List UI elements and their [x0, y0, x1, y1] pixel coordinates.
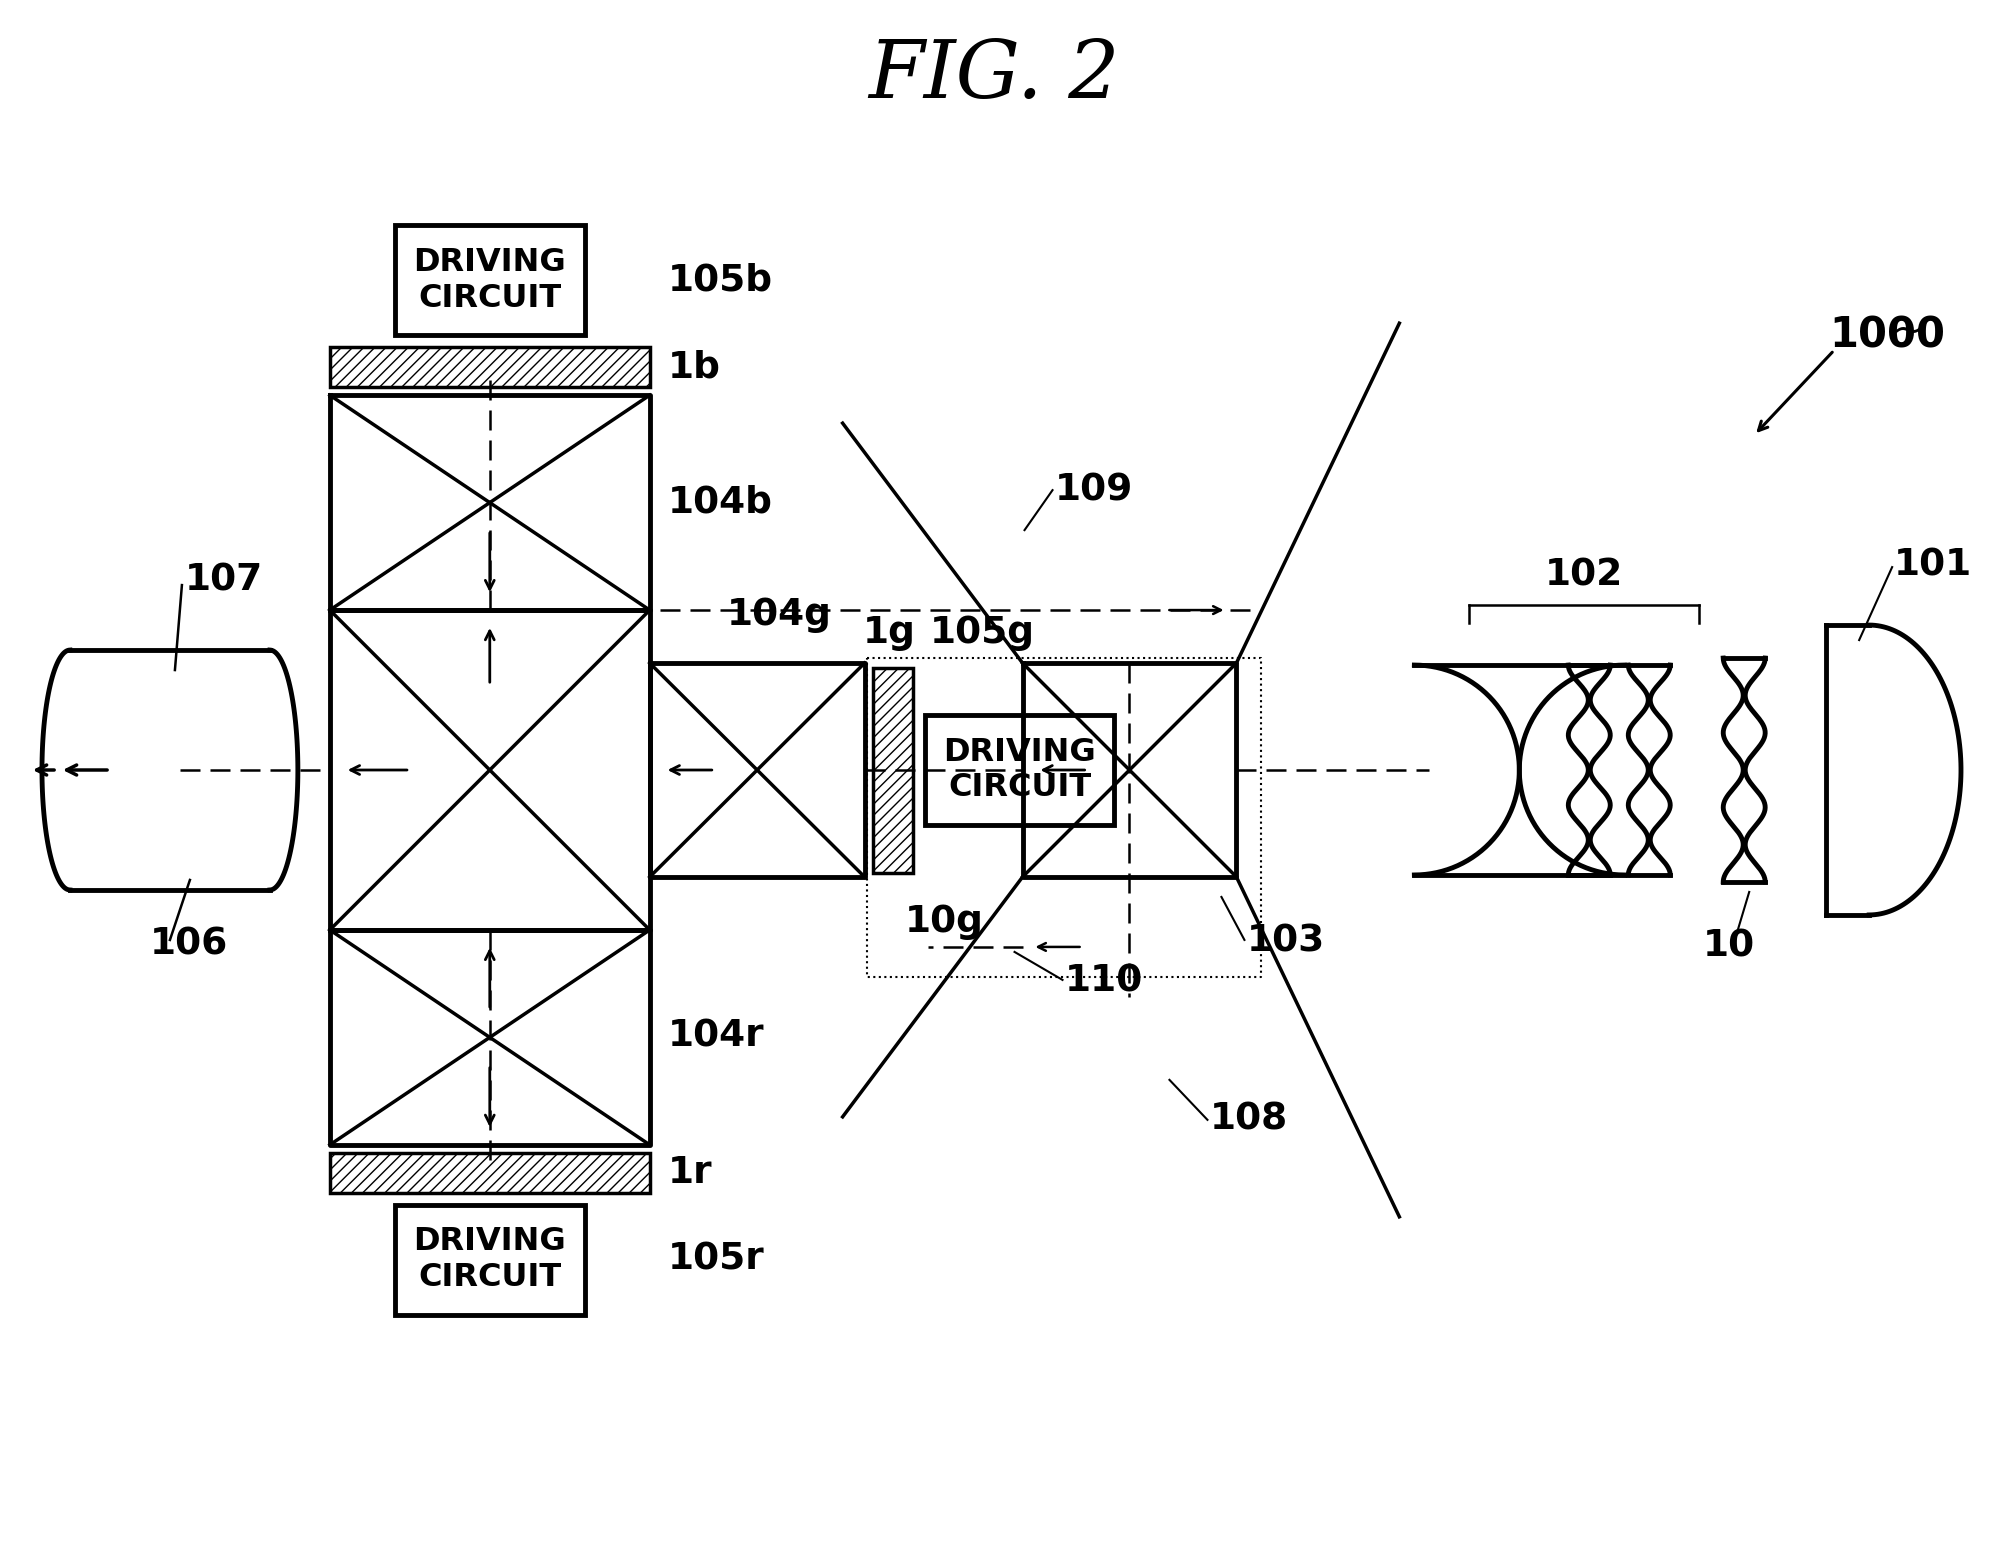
Bar [873, 669, 913, 872]
Text: 103: 103 [1247, 924, 1325, 960]
Bar [330, 1153, 650, 1193]
Bar [925, 716, 1114, 825]
Bar [396, 1204, 585, 1315]
Text: 108: 108 [1209, 1102, 1287, 1138]
Text: 1000: 1000 [1830, 315, 1945, 355]
Text: 104b: 104b [668, 484, 772, 520]
Text: 106: 106 [149, 927, 229, 963]
Text: 101: 101 [1894, 547, 1973, 583]
Text: 10g: 10g [905, 904, 983, 940]
Text: 105b: 105b [668, 262, 772, 298]
Text: FIG. 2: FIG. 2 [867, 36, 1120, 114]
Text: 104g: 104g [726, 597, 831, 633]
Text: 10: 10 [1703, 929, 1754, 965]
Text: ~: ~ [1892, 312, 1925, 349]
Text: 105r: 105r [668, 1242, 764, 1278]
Text: DRIVING
CIRCUIT: DRIVING CIRCUIT [414, 1226, 567, 1294]
Text: 1r: 1r [668, 1154, 712, 1190]
Text: 1g: 1g [863, 615, 915, 651]
Text: DRIVING
CIRCUIT: DRIVING CIRCUIT [943, 736, 1096, 803]
Text: 104r: 104r [668, 1019, 764, 1055]
Text: 105g: 105g [929, 615, 1034, 651]
Bar [330, 348, 650, 387]
Text: 109: 109 [1054, 471, 1134, 507]
Text: DRIVING
CIRCUIT: DRIVING CIRCUIT [414, 247, 567, 313]
Text: 1b: 1b [668, 349, 720, 385]
Text: 107: 107 [185, 562, 263, 598]
Text: 102: 102 [1545, 557, 1623, 594]
Text: 110: 110 [1064, 965, 1144, 1001]
Bar [396, 226, 585, 335]
